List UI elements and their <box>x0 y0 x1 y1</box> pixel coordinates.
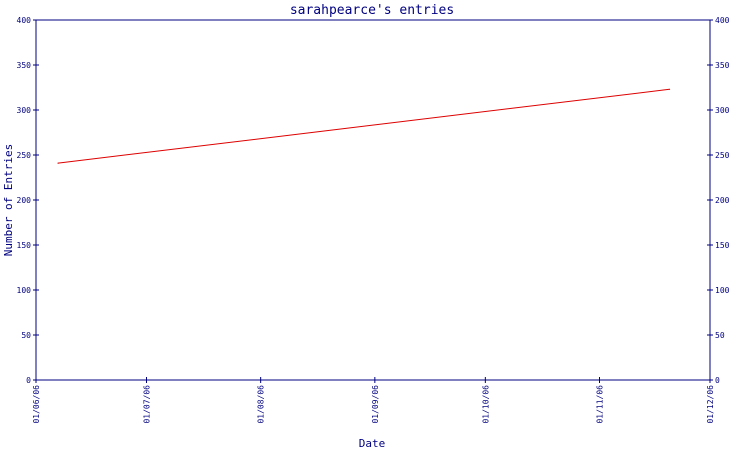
series-layer <box>57 88 671 164</box>
x-axis: 01/06/06 01/07/06 01/08/06 01/09/06 01/10/06… <box>32 377 715 424</box>
x-tick-label: 01/07/06 <box>142 385 151 424</box>
y-tick-label-left: 0 <box>26 376 31 385</box>
y-tick-label-right: 0 <box>715 376 720 385</box>
x-tick-label: 01/10/06 <box>481 385 490 424</box>
y-tick-label-left: 250 <box>17 151 32 160</box>
x-tick-label: 01/11/06 <box>596 385 605 424</box>
chart-title: sarahpearce's entries <box>290 3 454 18</box>
data-point <box>668 88 671 90</box>
y-tick-label-left: 50 <box>21 331 31 340</box>
y-tick-label-left: 150 <box>17 241 32 250</box>
y-tick-label-right: 400 <box>715 16 730 25</box>
x-tick-label: 01/12/06 <box>706 385 715 424</box>
y-tick-label-right: 350 <box>715 61 730 70</box>
y-tick-label-left: 200 <box>17 196 32 205</box>
y-tick-label-right: 100 <box>715 286 730 295</box>
x-tick-label: 01/09/06 <box>371 385 380 424</box>
y-axis-label: Number of Entries <box>2 144 15 257</box>
y-tick-label-right: 50 <box>715 331 725 340</box>
series-line <box>58 88 670 164</box>
y-tick-label-left: 350 <box>17 61 32 70</box>
y-tick-label-right: 250 <box>715 151 730 160</box>
x-tick-label: 01/08/06 <box>257 385 266 424</box>
y-tick-label-left: 300 <box>17 106 32 115</box>
y-tick-label-right: 300 <box>715 106 730 115</box>
x-axis-label: Date <box>359 437 386 450</box>
plot-frame <box>35 19 711 381</box>
y-tick-label-right: 200 <box>715 196 730 205</box>
y-tick-label-left: 100 <box>17 286 32 295</box>
y-tick-label-right: 150 <box>715 241 730 250</box>
x-tick-label: 01/06/06 <box>32 385 41 424</box>
data-point <box>57 162 59 164</box>
y-axis-left: 0 50 100 150 200 250 300 350 400 <box>17 16 39 385</box>
y-tick-label-left: 400 <box>17 16 32 25</box>
